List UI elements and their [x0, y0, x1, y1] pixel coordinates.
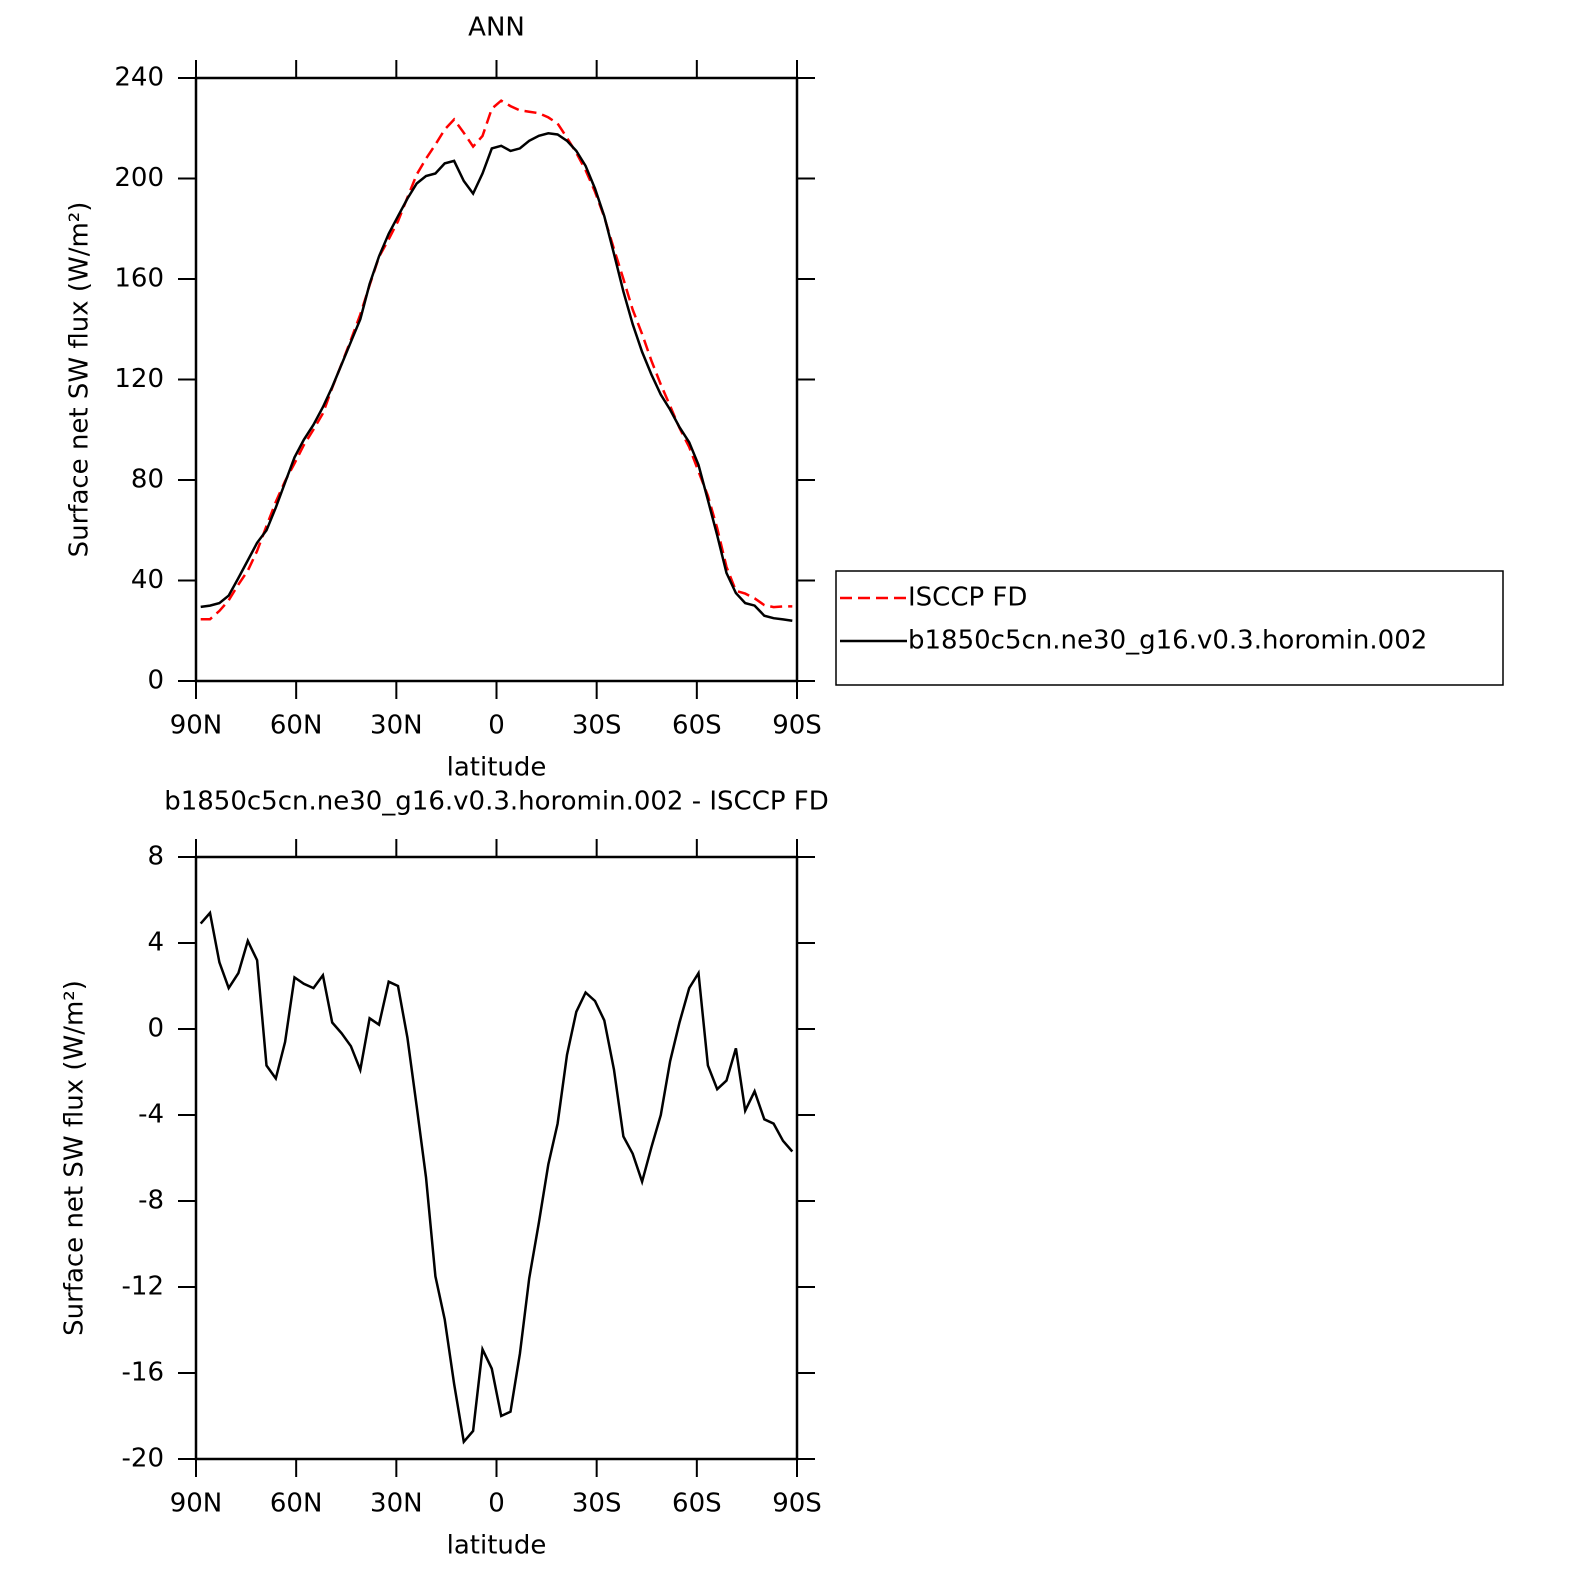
x-tick-label: 90N — [170, 1489, 223, 1519]
y-tick-label: 4 — [147, 928, 164, 958]
x-tick-label: 0 — [488, 711, 505, 741]
x-axis-label: latitude — [447, 753, 547, 783]
x-tick-label: 0 — [488, 1489, 505, 1519]
data-line — [199, 910, 794, 1445]
x-tick-label: 60N — [270, 1489, 323, 1519]
legend-label: ISCCP FD — [908, 583, 1027, 613]
chart-title: ANN — [468, 13, 525, 43]
plot-frame — [194, 855, 799, 1461]
y-tick-label: 0 — [147, 666, 164, 696]
y-tick-label: -16 — [122, 1358, 164, 1388]
data-line — [200, 99, 793, 621]
x-tick-label: 90S — [772, 1489, 822, 1519]
legend-label: b1850c5cn.ne30_g16.v0.3.horomin.002 — [908, 626, 1427, 656]
x-tick-label: 90S — [772, 711, 822, 741]
y-tick-label: 80 — [131, 465, 164, 495]
legend-box — [835, 570, 1504, 686]
data-line — [200, 132, 793, 622]
y-axis-label: Surface net SW flux (W/m²) — [60, 980, 90, 1336]
plot-frame — [194, 76, 799, 683]
x-tick-label: 60N — [270, 711, 323, 741]
y-tick-label: 40 — [131, 565, 164, 595]
x-tick-label: 90N — [170, 711, 223, 741]
x-tick-label: 60S — [672, 1489, 722, 1519]
y-tick-label: -20 — [122, 1444, 164, 1474]
x-tick-label: 30S — [572, 711, 622, 741]
y-tick-label: 8 — [147, 842, 164, 872]
y-tick-label: -8 — [138, 1186, 164, 1216]
x-tick-label: 30N — [370, 1489, 423, 1519]
y-tick-label: 240 — [114, 63, 164, 93]
y-tick-label: -12 — [122, 1272, 164, 1302]
x-tick-label: 30S — [572, 1489, 622, 1519]
x-axis-label: latitude — [447, 1531, 547, 1561]
chart-title: b1850c5cn.ne30_g16.v0.3.horomin.002 - IS… — [164, 787, 829, 817]
x-tick-label: 60S — [672, 711, 722, 741]
y-axis-label: Surface net SW flux (W/m²) — [65, 202, 95, 558]
y-tick-label: -4 — [138, 1100, 164, 1130]
y-tick-label: 160 — [114, 264, 164, 294]
y-tick-label: 0 — [147, 1014, 164, 1044]
y-tick-label: 120 — [114, 364, 164, 394]
x-tick-label: 30N — [370, 711, 423, 741]
y-tick-label: 200 — [114, 163, 164, 193]
